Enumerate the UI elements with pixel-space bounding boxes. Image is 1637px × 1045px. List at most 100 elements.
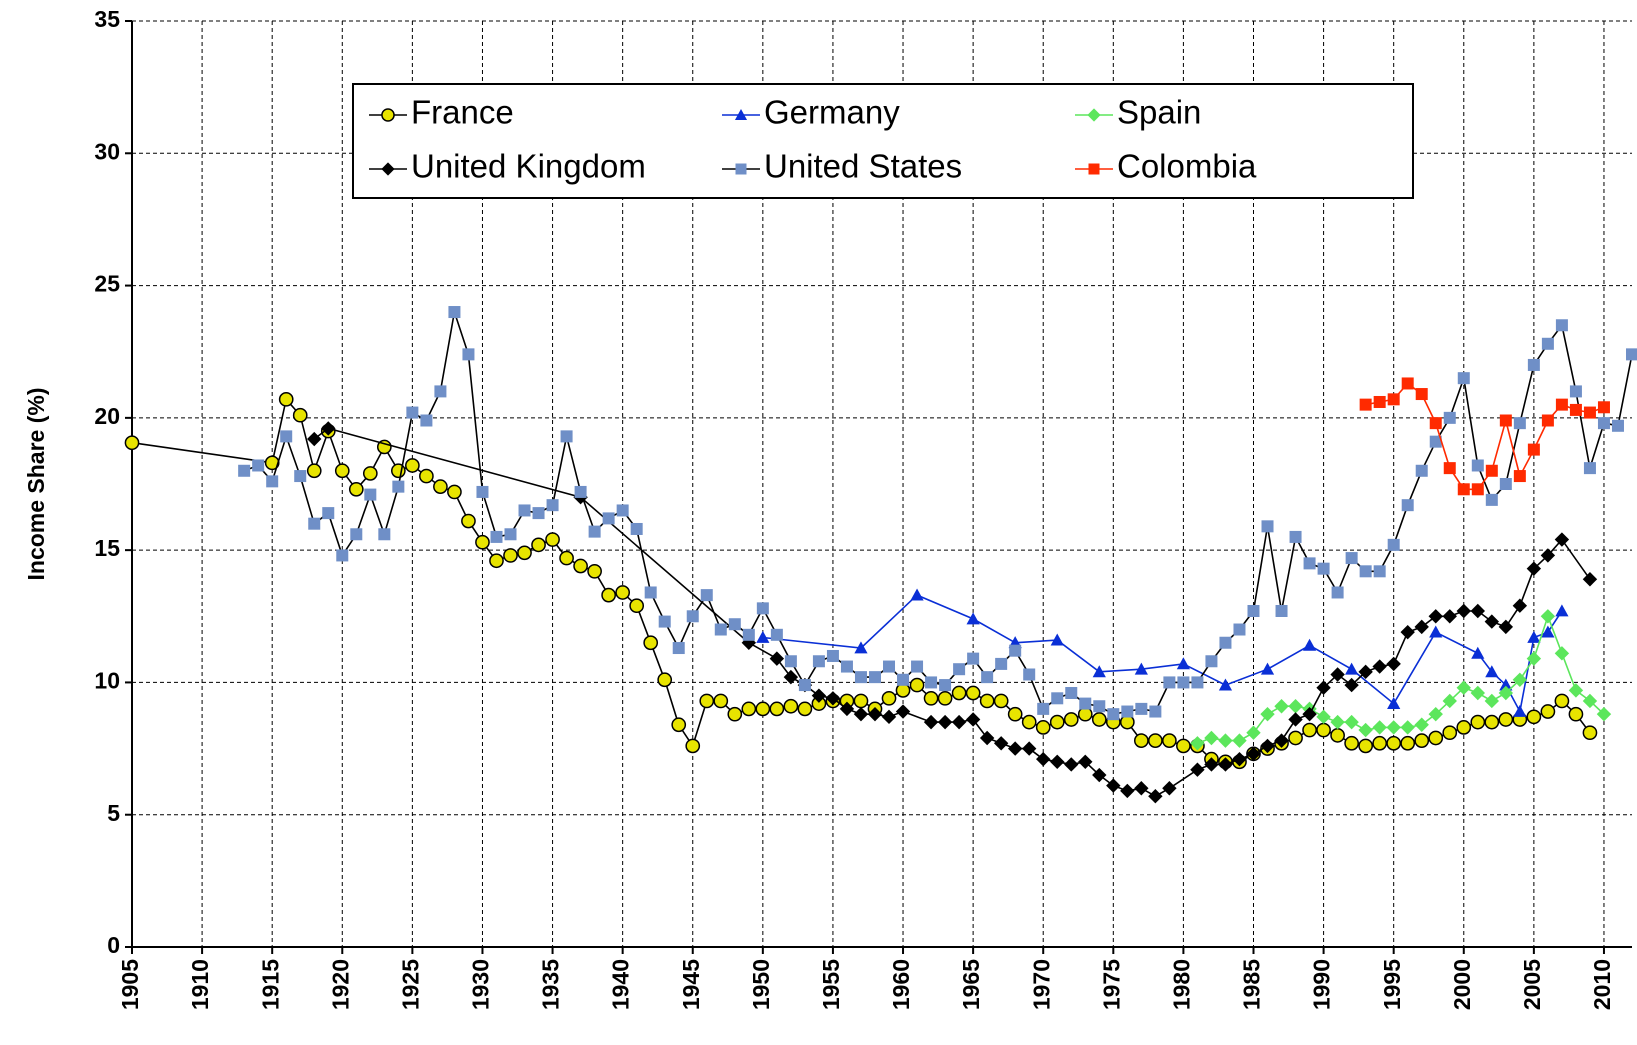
marker: [629, 598, 645, 614]
marker: [1582, 693, 1598, 709]
marker: [1063, 712, 1079, 727]
marker: [671, 717, 687, 733]
series: [238, 306, 1637, 721]
marker: [1302, 638, 1317, 651]
marker: [783, 698, 799, 714]
marker: [294, 470, 307, 483]
marker: [406, 406, 419, 419]
marker: [1526, 561, 1542, 576]
marker: [853, 693, 869, 709]
marker: [1344, 677, 1359, 693]
marker: [616, 504, 629, 517]
marker: [503, 548, 518, 563]
marker: [1205, 655, 1218, 668]
marker: [1233, 623, 1246, 636]
marker: [1583, 462, 1596, 475]
marker: [517, 545, 532, 561]
x-tick-label: 1910: [187, 959, 213, 1010]
marker: [1457, 483, 1470, 496]
marker: [1414, 619, 1429, 635]
marker: [504, 528, 517, 541]
marker: [1247, 604, 1260, 617]
marker: [376, 439, 392, 455]
marker: [643, 635, 659, 651]
marker: [350, 528, 363, 541]
marker: [993, 736, 1009, 751]
marker: [798, 679, 811, 692]
marker: [1088, 163, 1100, 175]
marker: [574, 485, 587, 498]
marker: [587, 563, 602, 579]
marker: [602, 512, 615, 525]
marker: [1485, 464, 1498, 477]
marker: [742, 628, 755, 641]
marker: [1246, 746, 1261, 762]
marker: [1597, 417, 1610, 430]
marker: [1049, 714, 1065, 730]
marker: [1457, 372, 1470, 385]
marker: [1021, 714, 1037, 730]
marker: [1583, 406, 1596, 419]
marker: [741, 635, 757, 650]
marker: [1232, 751, 1247, 767]
marker: [1527, 358, 1540, 371]
marker: [658, 615, 671, 628]
marker: [1331, 586, 1344, 599]
marker: [1092, 665, 1106, 678]
marker: [1442, 609, 1457, 624]
marker: [1120, 783, 1135, 799]
series: [756, 588, 1569, 717]
marker: [1372, 659, 1387, 674]
marker: [405, 458, 420, 473]
marker: [307, 431, 322, 447]
marker: [1344, 735, 1359, 751]
x-tick-label: 1955: [818, 959, 844, 1010]
marker: [979, 730, 995, 746]
marker: [1134, 781, 1149, 796]
marker: [476, 485, 489, 498]
marker: [1148, 733, 1163, 748]
marker: [1218, 757, 1233, 772]
marker: [1204, 757, 1219, 772]
marker: [1526, 709, 1542, 725]
marker: [756, 630, 770, 643]
marker: [292, 407, 308, 423]
marker: [560, 430, 573, 443]
marker: [1134, 662, 1148, 675]
x-tick-label: 1950: [748, 959, 774, 1010]
x-tick-label: 1940: [608, 959, 634, 1010]
marker: [1021, 741, 1037, 756]
marker: [1358, 722, 1373, 738]
marker: [532, 507, 545, 520]
marker: [797, 701, 813, 717]
marker: [1484, 714, 1500, 730]
marker: [1190, 762, 1205, 777]
x-tick-label: 1905: [117, 959, 143, 1010]
marker: [939, 679, 952, 692]
marker: [447, 484, 462, 500]
marker: [1007, 741, 1023, 756]
marker: [381, 108, 395, 122]
marker: [348, 481, 364, 497]
marker: [784, 655, 797, 668]
y-tick-label: 5: [107, 800, 120, 826]
marker: [1050, 754, 1065, 769]
marker: [699, 693, 715, 709]
marker: [1471, 459, 1484, 472]
marker: [925, 676, 938, 689]
marker: [854, 671, 867, 684]
marker: [1568, 706, 1584, 722]
marker: [1456, 720, 1472, 735]
marker: [1176, 738, 1191, 754]
marker: [923, 690, 939, 706]
marker: [883, 660, 896, 673]
marker: [238, 464, 251, 477]
marker: [1372, 720, 1387, 735]
y-tick-label: 35: [94, 6, 120, 32]
x-tick-label: 2010: [1589, 959, 1615, 1010]
marker: [1345, 552, 1358, 565]
y-tick-label: 20: [94, 403, 120, 429]
marker: [1087, 108, 1101, 122]
marker: [1218, 733, 1233, 748]
marker: [839, 701, 855, 717]
